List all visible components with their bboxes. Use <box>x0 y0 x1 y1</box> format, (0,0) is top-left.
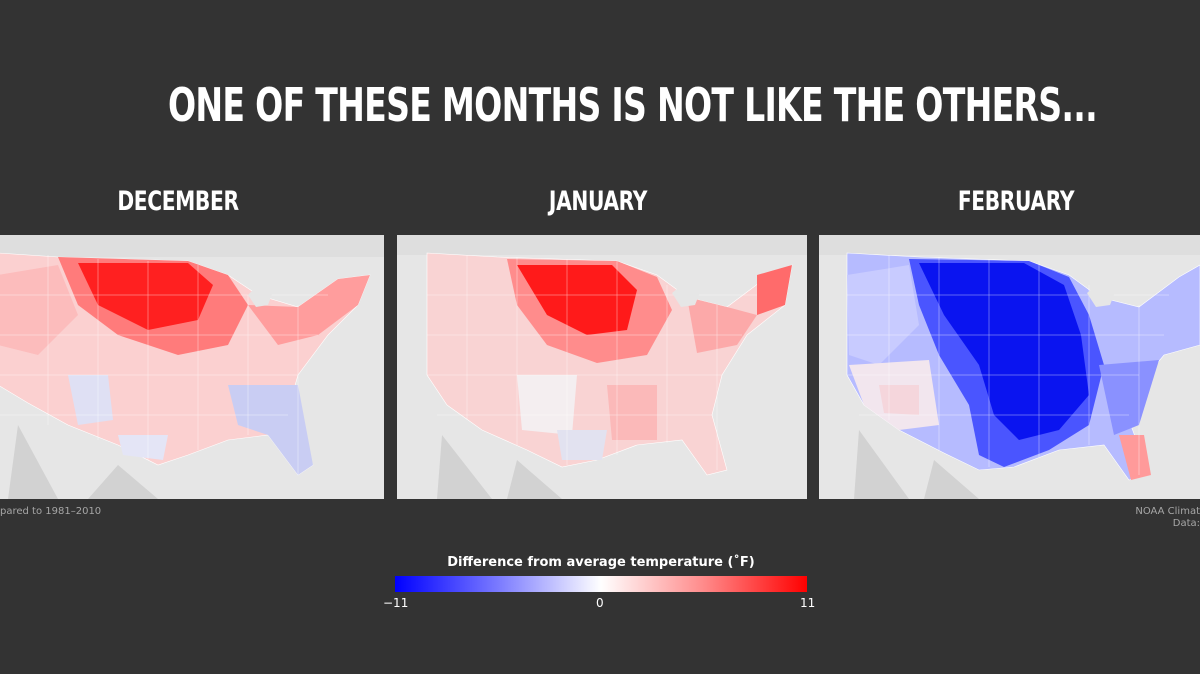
month-label-january: JANUARY <box>548 186 648 217</box>
map-january <box>397 235 807 499</box>
legend-zero-label: 0 <box>596 596 604 610</box>
legend-min-label: −11 <box>383 596 409 610</box>
baseline-footnote: pared to 1981–2010 <box>0 506 102 517</box>
source-footnote-line2: Data: <box>1172 518 1200 529</box>
map-december <box>0 235 384 499</box>
map-february <box>819 235 1200 499</box>
legend-max-label: 11 <box>800 596 816 610</box>
source-footnote-line1: NOAA Climat <box>1135 506 1200 517</box>
month-label-february: FEBRUARY <box>957 186 1075 217</box>
slide-title: ONE OF THESE MONTHS IS NOT LIKE THE OTHE… <box>167 78 1098 132</box>
legend-title: Difference from average temperature (˚F) <box>447 555 755 570</box>
month-label-december: DECEMBER <box>117 186 239 217</box>
color-scale-bar <box>395 576 807 592</box>
